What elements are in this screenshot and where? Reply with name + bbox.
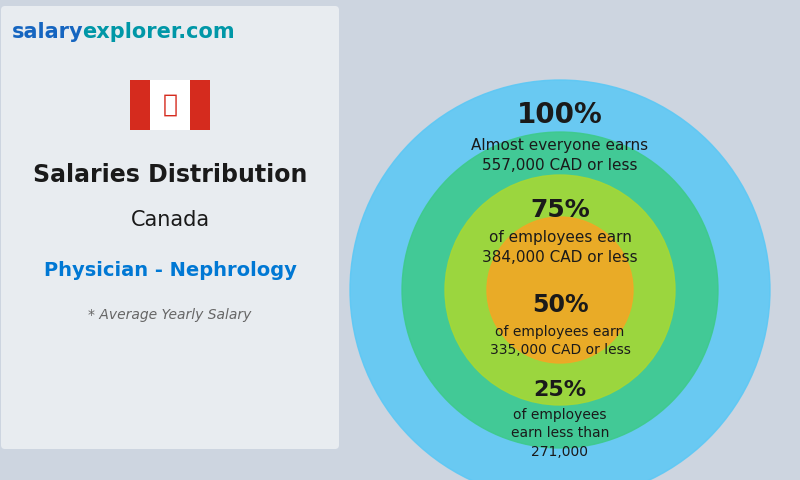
Text: 🍁: 🍁: [162, 93, 178, 117]
Text: 50%: 50%: [532, 293, 588, 317]
FancyBboxPatch shape: [190, 80, 210, 130]
FancyBboxPatch shape: [150, 80, 190, 130]
Text: of employees earn
384,000 CAD or less: of employees earn 384,000 CAD or less: [482, 230, 638, 265]
Text: Salaries Distribution: Salaries Distribution: [33, 163, 307, 187]
Text: Almost everyone earns
557,000 CAD or less: Almost everyone earns 557,000 CAD or les…: [471, 138, 649, 173]
Text: Canada: Canada: [130, 210, 210, 230]
Text: of employees
earn less than
271,000: of employees earn less than 271,000: [511, 408, 609, 459]
Text: 25%: 25%: [534, 380, 586, 400]
Circle shape: [445, 175, 675, 405]
Circle shape: [402, 132, 718, 448]
Text: explorer.com: explorer.com: [82, 22, 234, 42]
Text: * Average Yearly Salary: * Average Yearly Salary: [88, 308, 252, 322]
Text: 75%: 75%: [530, 198, 590, 222]
Text: Physician - Nephrology: Physician - Nephrology: [43, 261, 297, 279]
FancyBboxPatch shape: [130, 80, 150, 130]
Text: 100%: 100%: [517, 101, 603, 129]
Circle shape: [350, 80, 770, 480]
Text: of employees earn
335,000 CAD or less: of employees earn 335,000 CAD or less: [490, 325, 630, 358]
Circle shape: [487, 217, 633, 363]
Text: salary: salary: [12, 22, 84, 42]
FancyBboxPatch shape: [1, 6, 339, 449]
